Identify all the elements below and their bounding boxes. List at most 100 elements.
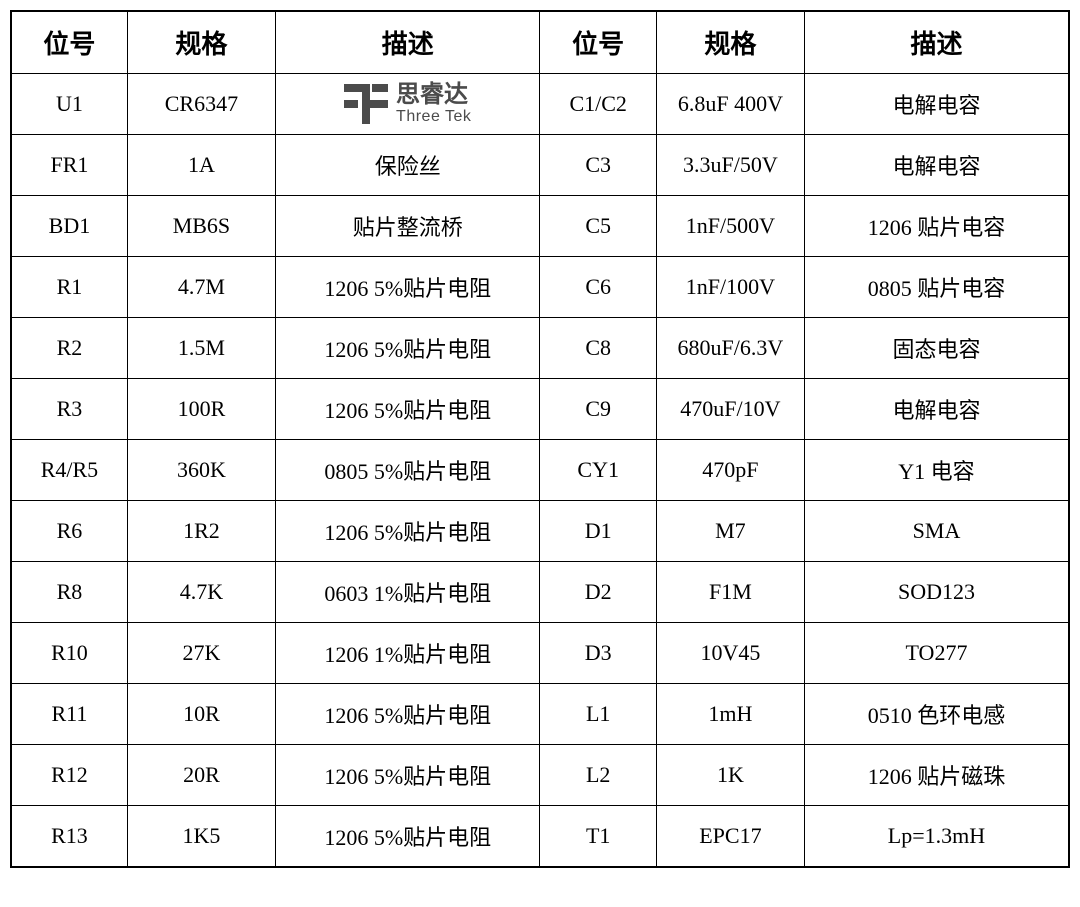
header-desc-left: 描述	[275, 11, 540, 74]
logo: 思睿达 Three Tek	[282, 82, 534, 126]
cell-ref-right: L1	[540, 684, 656, 745]
cell-spec-left: MB6S	[127, 196, 275, 257]
threetek-logo-icon	[344, 84, 388, 124]
header-ref-right: 位号	[540, 11, 656, 74]
cell-ref-left: R10	[11, 623, 127, 684]
cell-ref-left: R2	[11, 318, 127, 379]
cell-ref-left: BD1	[11, 196, 127, 257]
cell-desc-right: Lp=1.3mH	[804, 806, 1069, 868]
cell-spec-right: 6.8uF 400V	[656, 74, 804, 135]
table-row: U1CR6347 思睿达 Three Tek C1/C26.8uF 400V电解…	[11, 74, 1069, 135]
cell-spec-left: 27K	[127, 623, 275, 684]
cell-spec-left: 1A	[127, 135, 275, 196]
cell-desc-right: 1206 贴片磁珠	[804, 745, 1069, 806]
cell-spec-right: 1mH	[656, 684, 804, 745]
table-body: U1CR6347 思睿达 Three Tek C1/C26.8uF 400V电解…	[11, 74, 1069, 868]
cell-ref-left: R1	[11, 257, 127, 318]
cell-spec-right: 680uF/6.3V	[656, 318, 804, 379]
cell-ref-right: D3	[540, 623, 656, 684]
cell-spec-right: EPC17	[656, 806, 804, 868]
table-row: R131K51206 5%贴片电阻T1EPC17Lp=1.3mH	[11, 806, 1069, 868]
cell-spec-left: 4.7K	[127, 562, 275, 623]
cell-desc-right: 0510 色环电感	[804, 684, 1069, 745]
cell-ref-left: FR1	[11, 135, 127, 196]
cell-desc-left: 保险丝	[275, 135, 540, 196]
cell-ref-right: D1	[540, 501, 656, 562]
table-row: R3100R1206 5%贴片电阻C9470uF/10V电解电容	[11, 379, 1069, 440]
cell-ref-right: C5	[540, 196, 656, 257]
cell-desc-left: 1206 5%贴片电阻	[275, 257, 540, 318]
cell-desc-right: 固态电容	[804, 318, 1069, 379]
cell-ref-left: U1	[11, 74, 127, 135]
cell-desc-left: 1206 5%贴片电阻	[275, 806, 540, 868]
cell-ref-right: T1	[540, 806, 656, 868]
cell-ref-left: R8	[11, 562, 127, 623]
cell-spec-left: 4.7M	[127, 257, 275, 318]
table-row: R1110R1206 5%贴片电阻L11mH0510 色环电感	[11, 684, 1069, 745]
cell-spec-right: 470uF/10V	[656, 379, 804, 440]
logo-text-cn: 思睿达	[396, 82, 468, 108]
cell-desc-left: 贴片整流桥	[275, 196, 540, 257]
cell-spec-right: 1nF/500V	[656, 196, 804, 257]
table-header: 位号 规格 描述 位号 规格 描述	[11, 11, 1069, 74]
header-row: 位号 规格 描述 位号 规格 描述	[11, 11, 1069, 74]
cell-spec-left: 100R	[127, 379, 275, 440]
cell-desc-left: 0805 5%贴片电阻	[275, 440, 540, 501]
cell-ref-right: CY1	[540, 440, 656, 501]
logo-text-en: Three Tek	[396, 108, 471, 126]
cell-ref-right: C9	[540, 379, 656, 440]
cell-desc-left: 1206 1%贴片电阻	[275, 623, 540, 684]
table-row: R4/R5360K0805 5%贴片电阻CY1470pFY1 电容	[11, 440, 1069, 501]
bom-table: 位号 规格 描述 位号 规格 描述 U1CR6347 思睿达 Three Tek	[10, 10, 1070, 868]
cell-spec-left: 20R	[127, 745, 275, 806]
cell-spec-right: 1K	[656, 745, 804, 806]
header-desc-right: 描述	[804, 11, 1069, 74]
cell-ref-right: C1/C2	[540, 74, 656, 135]
cell-spec-left: 1K5	[127, 806, 275, 868]
cell-desc-right: 0805 贴片电容	[804, 257, 1069, 318]
cell-ref-left: R12	[11, 745, 127, 806]
cell-ref-right: D2	[540, 562, 656, 623]
cell-spec-left: 1R2	[127, 501, 275, 562]
table-row: R21.5M1206 5%贴片电阻C8680uF/6.3V固态电容	[11, 318, 1069, 379]
cell-ref-right: C6	[540, 257, 656, 318]
bom-table-container: 位号 规格 描述 位号 规格 描述 U1CR6347 思睿达 Three Tek	[10, 10, 1070, 868]
table-row: R1220R1206 5%贴片电阻L21K1206 贴片磁珠	[11, 745, 1069, 806]
table-row: FR11A保险丝C33.3uF/50V电解电容	[11, 135, 1069, 196]
cell-ref-right: L2	[540, 745, 656, 806]
cell-ref-left: R11	[11, 684, 127, 745]
cell-ref-right: C3	[540, 135, 656, 196]
table-row: R61R21206 5%贴片电阻D1M7SMA	[11, 501, 1069, 562]
table-row: R84.7K0603 1%贴片电阻D2F1MSOD123	[11, 562, 1069, 623]
cell-ref-left: R6	[11, 501, 127, 562]
header-spec-right: 规格	[656, 11, 804, 74]
cell-desc-left: 1206 5%贴片电阻	[275, 501, 540, 562]
table-row: R14.7M1206 5%贴片电阻C61nF/100V0805 贴片电容	[11, 257, 1069, 318]
cell-spec-left: 360K	[127, 440, 275, 501]
cell-desc-left: 1206 5%贴片电阻	[275, 745, 540, 806]
cell-ref-right: C8	[540, 318, 656, 379]
cell-desc-left: 0603 1%贴片电阻	[275, 562, 540, 623]
cell-desc-right: TO277	[804, 623, 1069, 684]
cell-ref-left: R13	[11, 806, 127, 868]
cell-desc-right: SOD123	[804, 562, 1069, 623]
cell-desc-right: 1206 贴片电容	[804, 196, 1069, 257]
cell-desc-left: 1206 5%贴片电阻	[275, 318, 540, 379]
cell-spec-left: 10R	[127, 684, 275, 745]
cell-desc-right: SMA	[804, 501, 1069, 562]
header-ref-left: 位号	[11, 11, 127, 74]
cell-desc-left: 1206 5%贴片电阻	[275, 379, 540, 440]
table-row: BD1MB6S贴片整流桥C51nF/500V1206 贴片电容	[11, 196, 1069, 257]
cell-ref-left: R4/R5	[11, 440, 127, 501]
cell-desc-left: 思睿达 Three Tek	[275, 74, 540, 135]
cell-spec-right: F1M	[656, 562, 804, 623]
cell-spec-right: 3.3uF/50V	[656, 135, 804, 196]
cell-spec-right: M7	[656, 501, 804, 562]
cell-desc-right: 电解电容	[804, 135, 1069, 196]
cell-spec-left: 1.5M	[127, 318, 275, 379]
cell-desc-left: 1206 5%贴片电阻	[275, 684, 540, 745]
cell-desc-right: 电解电容	[804, 74, 1069, 135]
cell-ref-left: R3	[11, 379, 127, 440]
cell-spec-left: CR6347	[127, 74, 275, 135]
cell-spec-right: 1nF/100V	[656, 257, 804, 318]
